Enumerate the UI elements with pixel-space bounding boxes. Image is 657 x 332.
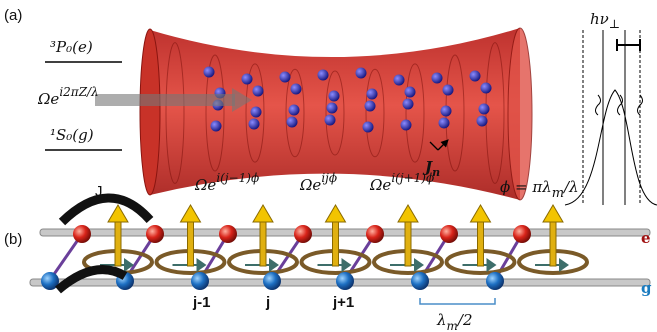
atom [432, 73, 443, 84]
atom [405, 87, 416, 98]
beam-end [508, 28, 532, 200]
spin-arrow-head [253, 205, 273, 222]
atom [443, 85, 454, 96]
phase-exponent: i(j−1)ϕ [216, 171, 259, 185]
spin-arrow [188, 220, 194, 266]
atom [363, 122, 374, 133]
spin-arrow [405, 220, 411, 266]
atom-e [440, 225, 458, 243]
rail-e [40, 229, 650, 236]
atom-g [191, 272, 209, 290]
upper-state: ³P₀(e) [50, 38, 93, 56]
phase-exponent: ijϕ [321, 171, 337, 185]
ground-label: g [641, 279, 652, 297]
atom [204, 67, 215, 78]
spin-arrow-head [181, 205, 201, 222]
atom-g [336, 272, 354, 290]
site-label: j [265, 294, 270, 311]
site-label: j+1 [332, 294, 354, 311]
laser-coupling: Ωei2πZ/λ [37, 85, 99, 108]
atom-e [294, 225, 312, 243]
atom-g [411, 272, 429, 290]
atom [394, 75, 405, 86]
panel-label: (a) [4, 7, 22, 24]
atom-e [513, 225, 531, 243]
atom-e [219, 225, 237, 243]
atom [479, 104, 490, 115]
spin-arrow [260, 220, 266, 266]
atom [441, 106, 452, 117]
spin-arrow-head [108, 205, 128, 222]
atom [329, 91, 340, 102]
atom-e [366, 225, 384, 243]
atom [242, 74, 253, 85]
phase-label: Ωeijϕ [299, 171, 337, 194]
atom [318, 70, 329, 81]
atom [439, 118, 450, 129]
atom [211, 121, 222, 132]
atom [287, 117, 298, 128]
spin-arrow-head [398, 205, 418, 222]
excited-label: e [641, 229, 651, 247]
spin-arrow [550, 220, 556, 266]
spacing-bracket [420, 298, 495, 304]
atom [280, 72, 291, 83]
atom [253, 86, 264, 97]
spin-arrow [115, 220, 121, 266]
atom [481, 83, 492, 94]
phase-exponent: i(j+1)ϕ [391, 171, 434, 185]
atom [327, 103, 338, 114]
spacing-label: λm/2 [436, 311, 473, 332]
spin-arrow-head [543, 205, 563, 222]
atom-g [263, 272, 281, 290]
atom [365, 101, 376, 112]
site-labels: j-1 j j+1 [192, 294, 354, 311]
atom [470, 71, 481, 82]
atom-e [146, 225, 164, 243]
atom [291, 84, 302, 95]
atom [249, 119, 260, 130]
site-label: j-1 [192, 294, 211, 311]
spin-arrow [478, 220, 484, 266]
trap-levels [565, 30, 657, 205]
trap-frequency: hν⊥ [590, 10, 620, 31]
atom-e [73, 225, 91, 243]
phase-base: Ωe [194, 176, 216, 194]
atom [367, 89, 378, 100]
atom [403, 99, 414, 110]
atom [251, 107, 262, 118]
figure: (a) ³P₀(e) Ωei2πZ/λ ¹S₀(g) Jn hν⊥ (b) Jn… [0, 0, 657, 332]
atom [401, 120, 412, 131]
spin-arrow-head [471, 205, 491, 222]
atom [325, 115, 336, 126]
atom-g [486, 272, 504, 290]
phase-base: Ωe [369, 176, 391, 194]
lower-state: ¹S₀(g) [50, 126, 94, 144]
spin-arrow [333, 220, 339, 266]
panel-label: (b) [4, 231, 22, 248]
phase-base: Ωe [299, 176, 321, 194]
atom [289, 105, 300, 116]
spin-arrow-head [326, 205, 346, 222]
atom [356, 68, 367, 79]
beam-end [140, 29, 160, 195]
atom [477, 116, 488, 127]
